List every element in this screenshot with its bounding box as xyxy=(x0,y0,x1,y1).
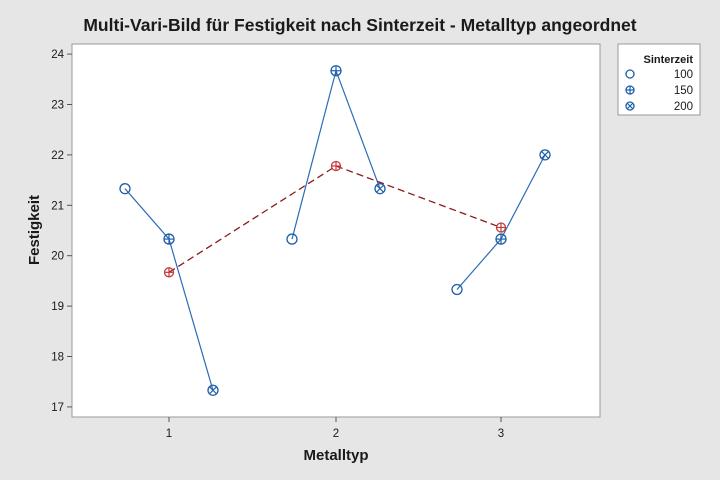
y-tick-label: 21 xyxy=(51,200,64,212)
y-tick-label: 19 xyxy=(51,301,64,313)
y-tick-label: 23 xyxy=(51,99,64,111)
plot-area xyxy=(71,43,601,418)
y-tick-label: 22 xyxy=(51,150,64,162)
legend-entries: 100 150 200 xyxy=(625,69,693,113)
point-100-metalltyp-2 xyxy=(286,233,298,245)
group-mean-line xyxy=(163,160,507,278)
x-axis: 1 2 3 xyxy=(166,417,504,440)
chart-title: Multi-Vari-Bild für Festigkeit nach Sint… xyxy=(83,15,636,35)
y-axis: 17 18 19 20 21 22 23 24 xyxy=(51,49,72,414)
legend-label-150: 150 xyxy=(674,85,693,97)
y-axis-label: Festigkeit xyxy=(26,195,43,265)
point-100-metalltyp-3 xyxy=(451,283,463,296)
mean-point-2 xyxy=(330,160,342,172)
y-tick-label: 18 xyxy=(51,352,64,364)
data-points xyxy=(119,65,551,396)
point-200-metalltyp-3 xyxy=(539,149,551,161)
point-150-metalltyp-1 xyxy=(163,233,175,245)
legend: Sinterzeit 100 150 200 xyxy=(617,43,701,116)
mean-point-1 xyxy=(163,267,175,278)
y-tick-label: 24 xyxy=(51,49,64,61)
legend-title: Sinterzeit xyxy=(643,54,693,66)
point-150-metalltyp-3 xyxy=(495,233,507,245)
y-tick-label: 17 xyxy=(51,402,64,414)
x-tick-label: 2 xyxy=(333,428,339,440)
point-200-metalltyp-1 xyxy=(207,384,219,396)
legend-label-200: 200 xyxy=(674,101,693,113)
x-tick-label: 1 xyxy=(166,428,172,440)
x-axis-label: Metalltyp xyxy=(303,447,368,464)
mean-point-3 xyxy=(495,222,507,233)
legend-marker-100 xyxy=(625,69,635,79)
legend-marker-200 xyxy=(625,101,635,111)
legend-marker-150 xyxy=(625,85,635,95)
point-150-metalltyp-2 xyxy=(330,65,342,77)
legend-box xyxy=(617,43,701,116)
point-100-metalltyp-1 xyxy=(119,183,131,195)
x-tick-label: 3 xyxy=(498,428,504,440)
point-200-metalltyp-2 xyxy=(374,183,386,195)
legend-label-100: 100 xyxy=(674,69,693,81)
y-tick-label: 20 xyxy=(51,251,64,263)
